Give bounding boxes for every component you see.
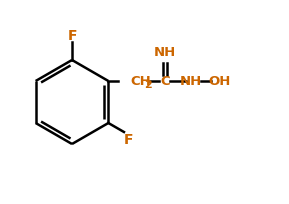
Text: OH: OH [208,75,231,88]
Text: C: C [161,75,170,88]
Text: CH: CH [130,75,151,88]
Text: F: F [67,29,77,43]
Text: NH: NH [180,75,203,88]
Text: 2: 2 [144,80,152,90]
Text: F: F [124,132,134,146]
Text: NH: NH [154,45,177,58]
